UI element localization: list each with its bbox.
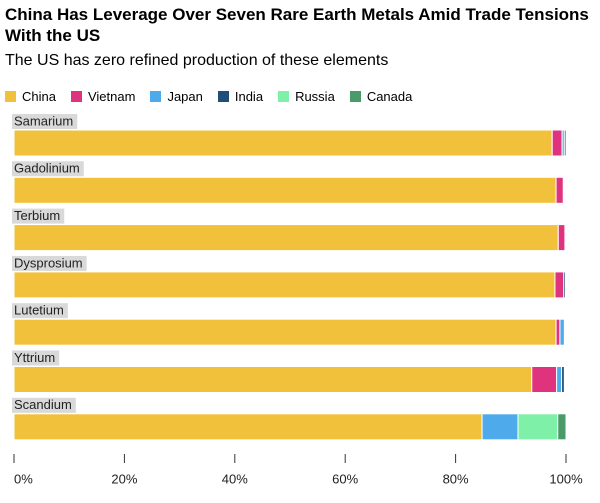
label-background xyxy=(12,255,87,271)
bar-segment xyxy=(561,366,565,393)
legend-label: Vietnam xyxy=(87,89,136,104)
label-background xyxy=(12,397,76,413)
category-label: Terbium xyxy=(14,208,60,223)
bar-segment xyxy=(13,413,483,441)
bar-segment xyxy=(517,413,559,441)
x-tick-label: 40% xyxy=(222,471,248,486)
category-label: Scandium xyxy=(14,397,72,412)
legend-label: India xyxy=(234,89,264,104)
legend-item: Russia xyxy=(278,89,335,104)
legend-swatch xyxy=(217,91,229,102)
bar-segment xyxy=(551,129,563,157)
legend-item: Vietnam xyxy=(70,89,136,104)
legend-label: Russia xyxy=(295,89,335,104)
x-tick-label: 100% xyxy=(549,471,583,486)
label-background xyxy=(12,208,65,224)
chart-title: China Has Leverage Over Seven Rare Earth… xyxy=(5,5,589,45)
bar-segment xyxy=(557,413,567,441)
bar-segment xyxy=(13,366,533,393)
bar-segment xyxy=(531,366,558,393)
x-tick-label: 60% xyxy=(332,471,358,486)
bar-segment xyxy=(563,129,567,157)
bar-segment xyxy=(13,224,559,252)
bar-segment xyxy=(559,318,565,346)
legend-swatch xyxy=(278,91,290,102)
category-label: Lutetium xyxy=(14,303,64,318)
bar-segment xyxy=(557,224,566,252)
bar-segment xyxy=(555,318,561,346)
label-background xyxy=(12,303,68,319)
bar-segment xyxy=(555,176,564,204)
bar-segment xyxy=(13,318,557,346)
legend-item: China xyxy=(5,89,56,104)
label-background xyxy=(12,350,60,366)
legend: China Vietnam Japan India Russia Canada xyxy=(5,89,412,104)
bar-segment xyxy=(554,271,565,299)
legend-label: Canada xyxy=(366,89,413,104)
label-background xyxy=(12,161,84,177)
legend-item: Canada xyxy=(349,89,413,104)
x-tick-label: 80% xyxy=(443,471,469,486)
bar-segment xyxy=(13,271,556,299)
x-tick-label: 0% xyxy=(14,471,33,486)
chart-subtitle: The US has zero refined production of th… xyxy=(5,52,389,69)
legend-label: Japan xyxy=(167,89,203,104)
label-background xyxy=(12,114,78,129)
category-label: Samarium xyxy=(14,113,73,128)
category-label: Gadolinium xyxy=(14,161,80,176)
legend-swatch xyxy=(5,91,16,102)
bar-segment xyxy=(481,413,519,441)
bar-segment xyxy=(556,366,563,393)
chart: Samarium Gadolinium Terbium Dysprosium Lutet… xyxy=(12,113,583,486)
bar-segment xyxy=(13,176,557,204)
legend-swatch xyxy=(70,91,82,102)
bar-segment xyxy=(13,129,553,157)
legend-label: China xyxy=(22,89,56,104)
legend-swatch xyxy=(150,91,162,102)
legend-item: India xyxy=(217,89,264,104)
x-tick-label: 20% xyxy=(111,471,137,486)
bar-segment xyxy=(563,271,566,299)
category-label: Dysprosium xyxy=(14,255,83,270)
category-label: Yttrium xyxy=(14,350,55,365)
legend-item: Japan xyxy=(150,89,203,104)
legend-swatch xyxy=(349,91,361,102)
